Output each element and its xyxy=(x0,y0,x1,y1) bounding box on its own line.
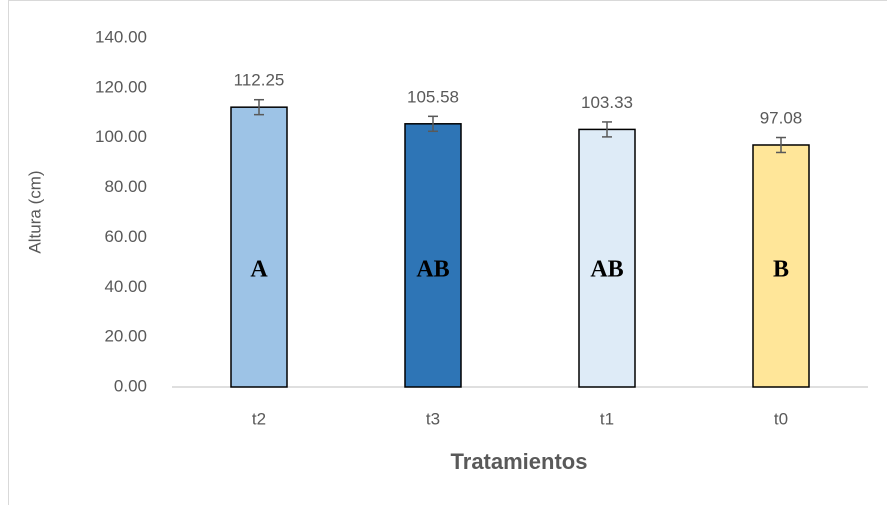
value-label: 105.58 xyxy=(407,87,459,106)
y-tick-label: 0.00 xyxy=(114,376,147,395)
bar xyxy=(404,123,462,388)
bar xyxy=(230,106,288,388)
x-axis-title: Tratamientos xyxy=(451,449,588,474)
bar xyxy=(578,128,636,388)
x-tick-label: t0 xyxy=(774,409,788,428)
x-tick-label: t2 xyxy=(252,409,266,428)
group-letter: AB xyxy=(416,257,449,283)
y-tick-label: 60.00 xyxy=(104,227,147,246)
y-tick-label: 100.00 xyxy=(95,127,147,146)
group-letter: B xyxy=(773,257,789,283)
x-tick-label: t3 xyxy=(426,409,440,428)
value-label: 97.08 xyxy=(760,108,803,127)
error-bar xyxy=(776,136,786,154)
error-bar xyxy=(254,98,264,116)
error-bar xyxy=(602,121,612,138)
y-tick-label: 20.00 xyxy=(104,327,147,346)
bar xyxy=(752,144,810,388)
error-bar xyxy=(428,115,438,133)
y-tick-label: 120.00 xyxy=(95,77,147,96)
chart-border xyxy=(8,0,887,505)
y-tick-label: 40.00 xyxy=(104,277,147,296)
y-axis-title: Altura (cm) xyxy=(25,170,44,253)
y-tick-label: 80.00 xyxy=(104,177,147,196)
x-tick-label: t1 xyxy=(600,409,614,428)
y-tick-label: 140.00 xyxy=(95,27,147,46)
value-label: 103.33 xyxy=(581,93,633,112)
group-letter: A xyxy=(250,257,268,283)
value-label: 112.25 xyxy=(234,71,285,90)
group-letter: AB xyxy=(590,257,623,283)
